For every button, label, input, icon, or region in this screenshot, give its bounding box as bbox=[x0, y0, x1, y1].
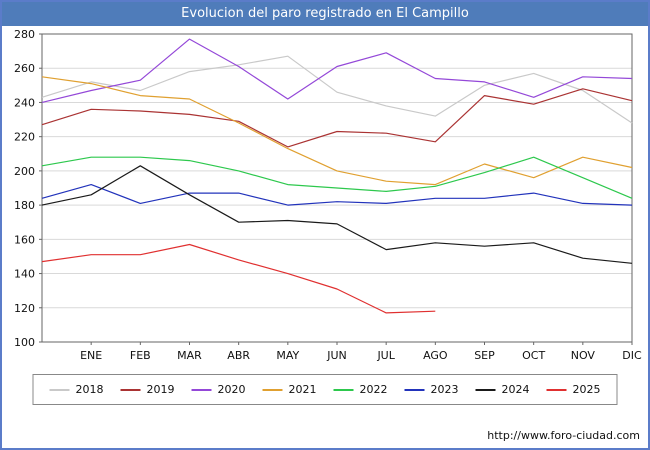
legend-label-2020: 2020 bbox=[217, 383, 246, 396]
legend-label-2023: 2023 bbox=[430, 383, 459, 396]
y-tick-label: 120 bbox=[14, 302, 35, 315]
legend-item-2023: 2023 bbox=[404, 383, 459, 396]
x-tick-label: NOV bbox=[571, 349, 596, 362]
legend-swatch-2019 bbox=[120, 388, 141, 391]
y-tick-label: 100 bbox=[14, 336, 35, 349]
legend-label-2022: 2022 bbox=[359, 383, 388, 396]
legend-item-2018: 2018 bbox=[49, 383, 104, 396]
legend-item-2019: 2019 bbox=[120, 383, 175, 396]
legend-swatch-2024 bbox=[475, 388, 496, 391]
y-axis-labels: 100 120 140 160 180 200 220 240 260 280 bbox=[14, 28, 42, 349]
x-tick-label: OCT bbox=[522, 349, 545, 362]
series-line-2025 bbox=[41, 243, 436, 314]
series-line-2018 bbox=[41, 55, 633, 124]
legend-swatch-2018 bbox=[49, 388, 70, 391]
legend-item-2022: 2022 bbox=[333, 383, 388, 396]
legend-swatch-2025 bbox=[546, 388, 567, 391]
series-line-2023 bbox=[41, 184, 633, 206]
x-tick-label: AGO bbox=[423, 349, 448, 362]
legend-label-2021: 2021 bbox=[288, 383, 317, 396]
legend-swatch-2021 bbox=[262, 388, 283, 391]
x-axis-labels: ENE FEB MAR ABR MAY JUN JUL AGO SEP OCT NOV DIC bbox=[80, 342, 642, 362]
series-line-2021 bbox=[41, 76, 633, 186]
y-tick-label: 180 bbox=[14, 199, 35, 212]
series-line-2019 bbox=[41, 88, 633, 148]
line-chart-svg: 100 120 140 160 180 200 220 240 260 280 ENE FEB MAR A… bbox=[14, 28, 642, 362]
legend-swatch-2022 bbox=[333, 388, 354, 391]
legend-item-2025: 2025 bbox=[546, 383, 601, 396]
series-line-2024 bbox=[41, 165, 633, 264]
y-tick-label: 260 bbox=[14, 62, 35, 75]
x-tick-label: FEB bbox=[130, 349, 151, 362]
y-tick-label: 240 bbox=[14, 96, 35, 109]
footer-url: http://www.foro-ciudad.com bbox=[487, 429, 640, 442]
legend-item-2020: 2020 bbox=[191, 383, 246, 396]
x-tick-label: ENE bbox=[80, 349, 102, 362]
legend-swatch-2023 bbox=[404, 388, 425, 391]
x-tick-label: SEP bbox=[474, 349, 495, 362]
x-tick-label: JUN bbox=[326, 349, 347, 362]
series-line-2020 bbox=[41, 38, 633, 103]
legend-label-2019: 2019 bbox=[146, 383, 175, 396]
legend-item-2021: 2021 bbox=[262, 383, 317, 396]
y-tick-label: 220 bbox=[14, 131, 35, 144]
y-tick-label: 160 bbox=[14, 233, 35, 246]
x-tick-label: MAY bbox=[276, 349, 299, 362]
legend-item-2024: 2024 bbox=[475, 383, 530, 396]
line-chart: 100 120 140 160 180 200 220 240 260 280 ENE FEB MAR A… bbox=[2, 26, 648, 366]
chart-title: Evolucion del paro registrado en El Camp… bbox=[2, 2, 648, 26]
chart-legend: 2018 2019 2020 2021 2022 2023 2024 2025 bbox=[32, 374, 618, 405]
x-tick-label: MAR bbox=[177, 349, 202, 362]
x-tick-label: JUL bbox=[376, 349, 395, 362]
x-tick-label: ABR bbox=[227, 349, 250, 362]
legend-label-2025: 2025 bbox=[572, 383, 601, 396]
x-tick-label: DIC bbox=[622, 349, 642, 362]
legend-label-2018: 2018 bbox=[75, 383, 104, 396]
series-line-2022 bbox=[41, 156, 633, 199]
y-tick-label: 140 bbox=[14, 268, 35, 281]
y-tick-label: 280 bbox=[14, 28, 35, 41]
legend-swatch-2020 bbox=[191, 388, 212, 391]
legend-label-2024: 2024 bbox=[501, 383, 530, 396]
y-tick-label: 200 bbox=[14, 165, 35, 178]
